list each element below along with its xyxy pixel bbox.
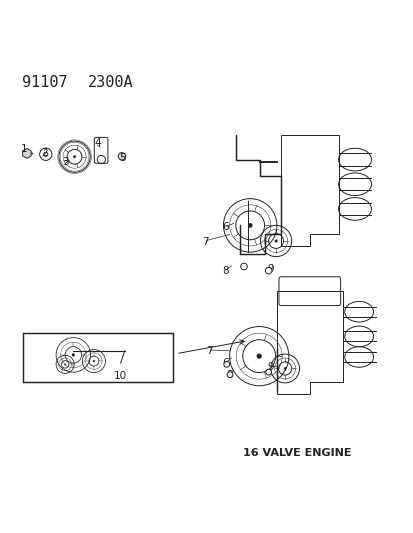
Circle shape [64, 364, 66, 365]
Text: 6: 6 [222, 358, 228, 368]
Text: 6: 6 [222, 222, 228, 232]
Circle shape [223, 361, 229, 367]
Text: 7: 7 [201, 237, 208, 247]
Text: 4: 4 [95, 138, 101, 148]
Text: 2300A: 2300A [88, 75, 133, 90]
Circle shape [265, 369, 271, 375]
Text: 91107: 91107 [22, 75, 67, 90]
Circle shape [283, 367, 286, 369]
Text: 8: 8 [222, 265, 228, 276]
Text: 8: 8 [226, 370, 233, 381]
Bar [23, 333, 173, 383]
Circle shape [247, 223, 252, 228]
Text: 2: 2 [41, 148, 48, 158]
Circle shape [73, 156, 76, 158]
Text: 5: 5 [119, 152, 126, 163]
Text: 10: 10 [114, 372, 127, 381]
Text: 9: 9 [267, 362, 273, 372]
Circle shape [274, 240, 277, 243]
Circle shape [240, 263, 247, 270]
Circle shape [93, 360, 95, 362]
Circle shape [256, 354, 261, 359]
Text: 9: 9 [267, 263, 273, 273]
Circle shape [265, 268, 271, 274]
Circle shape [227, 372, 233, 377]
Text: 7: 7 [205, 346, 212, 356]
Text: 16 VALVE ENGINE: 16 VALVE ENGINE [242, 448, 351, 458]
Circle shape [118, 152, 125, 160]
Circle shape [72, 353, 75, 356]
Text: 1: 1 [21, 144, 27, 154]
Text: 3: 3 [62, 157, 68, 167]
